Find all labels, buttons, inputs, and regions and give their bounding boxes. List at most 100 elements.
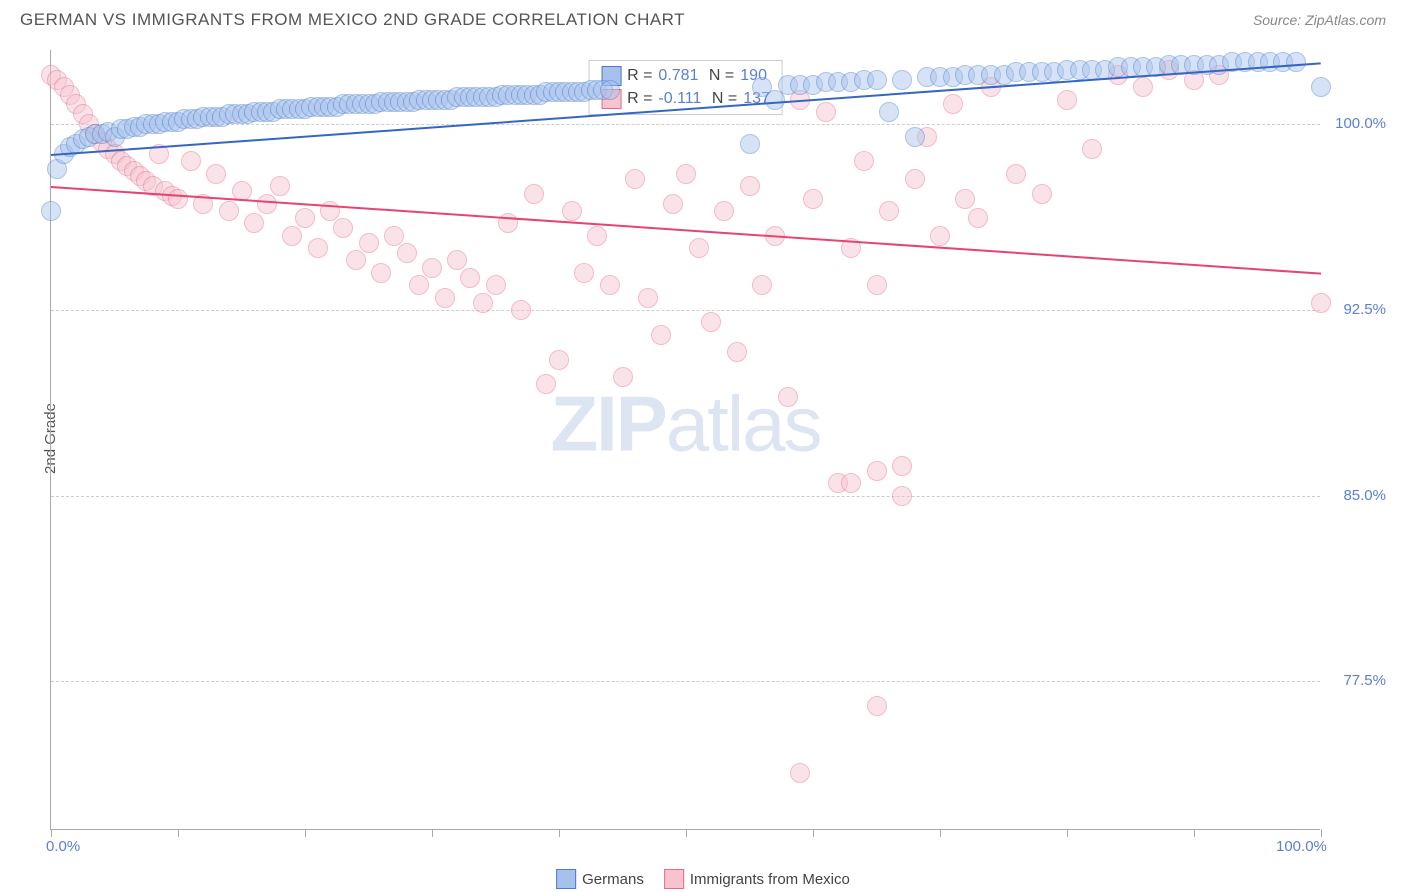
scatter-point: [613, 367, 633, 387]
scatter-point: [1032, 184, 1052, 204]
x-tick: [305, 829, 306, 837]
scatter-point: [867, 461, 887, 481]
scatter-point: [676, 164, 696, 184]
scatter-point: [1311, 77, 1331, 97]
scatter-point: [701, 312, 721, 332]
scatter-point: [41, 201, 61, 221]
scatter-point: [930, 226, 950, 246]
x-tick: [51, 829, 52, 837]
y-tick-label: 85.0%: [1343, 487, 1386, 504]
watermark-light: atlas: [666, 379, 821, 467]
scatter-point: [867, 275, 887, 295]
scatter-point: [486, 275, 506, 295]
x-tick-label: 100.0%: [1276, 838, 1327, 855]
legend-swatch-germans-icon: [556, 869, 576, 889]
scatter-point: [968, 208, 988, 228]
x-tick: [1194, 829, 1195, 837]
scatter-point: [854, 151, 874, 171]
x-tick: [178, 829, 179, 837]
scatter-point: [1082, 139, 1102, 159]
gridline: [51, 124, 1320, 125]
r-value-mexico: -0.111: [658, 90, 701, 108]
y-tick-label: 77.5%: [1343, 672, 1386, 689]
scatter-point: [219, 201, 239, 221]
legend-item-mexico: Immigrants from Mexico: [664, 869, 850, 889]
scatter-point: [943, 94, 963, 114]
scatter-point: [409, 275, 429, 295]
scatter-point: [1286, 52, 1306, 72]
scatter-point: [905, 127, 925, 147]
scatter-point: [244, 213, 264, 233]
scatter-point: [346, 250, 366, 270]
scatter-point: [257, 194, 277, 214]
chart-title: GERMAN VS IMMIGRANTS FROM MEXICO 2ND GRA…: [20, 10, 685, 30]
scatter-point: [181, 151, 201, 171]
scatter-point: [867, 70, 887, 90]
scatter-point: [740, 134, 760, 154]
scatter-point: [536, 374, 556, 394]
scatter-point: [727, 342, 747, 362]
scatter-point: [803, 189, 823, 209]
scatter-point: [892, 70, 912, 90]
legend-item-germans: Germans: [556, 869, 644, 889]
scatter-point: [879, 102, 899, 122]
scatter-point: [689, 238, 709, 258]
scatter-point: [333, 218, 353, 238]
scatter-point: [663, 194, 683, 214]
scatter-point: [600, 80, 620, 100]
scatter-point: [778, 387, 798, 407]
legend-swatch-mexico-icon: [664, 869, 684, 889]
gridline: [51, 496, 1320, 497]
scatter-point: [549, 350, 569, 370]
scatter-point: [422, 258, 442, 278]
x-tick: [1321, 829, 1322, 837]
x-tick-label: 0.0%: [46, 838, 80, 855]
legend-stats-row-1: R = -0.111 N = 137: [601, 89, 770, 109]
scatter-point: [752, 275, 772, 295]
scatter-point: [168, 189, 188, 209]
scatter-point: [867, 696, 887, 716]
trend-line: [51, 186, 1321, 275]
scatter-point: [955, 189, 975, 209]
scatter-point: [435, 288, 455, 308]
scatter-point: [308, 238, 328, 258]
scatter-point: [524, 184, 544, 204]
scatter-point: [638, 288, 658, 308]
scatter-point: [600, 275, 620, 295]
legend-stats-row-0: R = 0.781 N = 190: [601, 66, 770, 86]
chart-container: ZIPatlas R = 0.781 N = 190 R = -0.111 N …: [50, 50, 1320, 830]
x-tick: [1067, 829, 1068, 837]
scatter-point: [460, 268, 480, 288]
scatter-point: [447, 250, 467, 270]
scatter-point: [270, 176, 290, 196]
scatter-point: [562, 201, 582, 221]
scatter-point: [1057, 90, 1077, 110]
scatter-point: [905, 169, 925, 189]
y-tick-label: 92.5%: [1343, 301, 1386, 318]
x-tick: [432, 829, 433, 837]
scatter-point: [790, 763, 810, 783]
scatter-point: [384, 226, 404, 246]
scatter-point: [740, 176, 760, 196]
plot-area: ZIPatlas R = 0.781 N = 190 R = -0.111 N …: [50, 50, 1320, 830]
r-value-germans: 0.781: [658, 67, 698, 85]
scatter-point: [587, 226, 607, 246]
scatter-point: [574, 263, 594, 283]
scatter-point: [295, 208, 315, 228]
scatter-point: [282, 226, 302, 246]
scatter-point: [841, 473, 861, 493]
scatter-point: [651, 325, 671, 345]
legend-label-mexico: Immigrants from Mexico: [690, 871, 850, 888]
watermark-bold: ZIP: [550, 379, 665, 467]
scatter-point: [892, 486, 912, 506]
scatter-point: [625, 169, 645, 189]
source-label: Source: ZipAtlas.com: [1253, 12, 1386, 28]
scatter-point: [816, 102, 836, 122]
chart-header: GERMAN VS IMMIGRANTS FROM MEXICO 2ND GRA…: [0, 0, 1406, 35]
scatter-point: [879, 201, 899, 221]
x-tick: [686, 829, 687, 837]
x-tick: [559, 829, 560, 837]
scatter-point: [371, 263, 391, 283]
legend-label-germans: Germans: [582, 871, 644, 888]
scatter-point: [1133, 77, 1153, 97]
